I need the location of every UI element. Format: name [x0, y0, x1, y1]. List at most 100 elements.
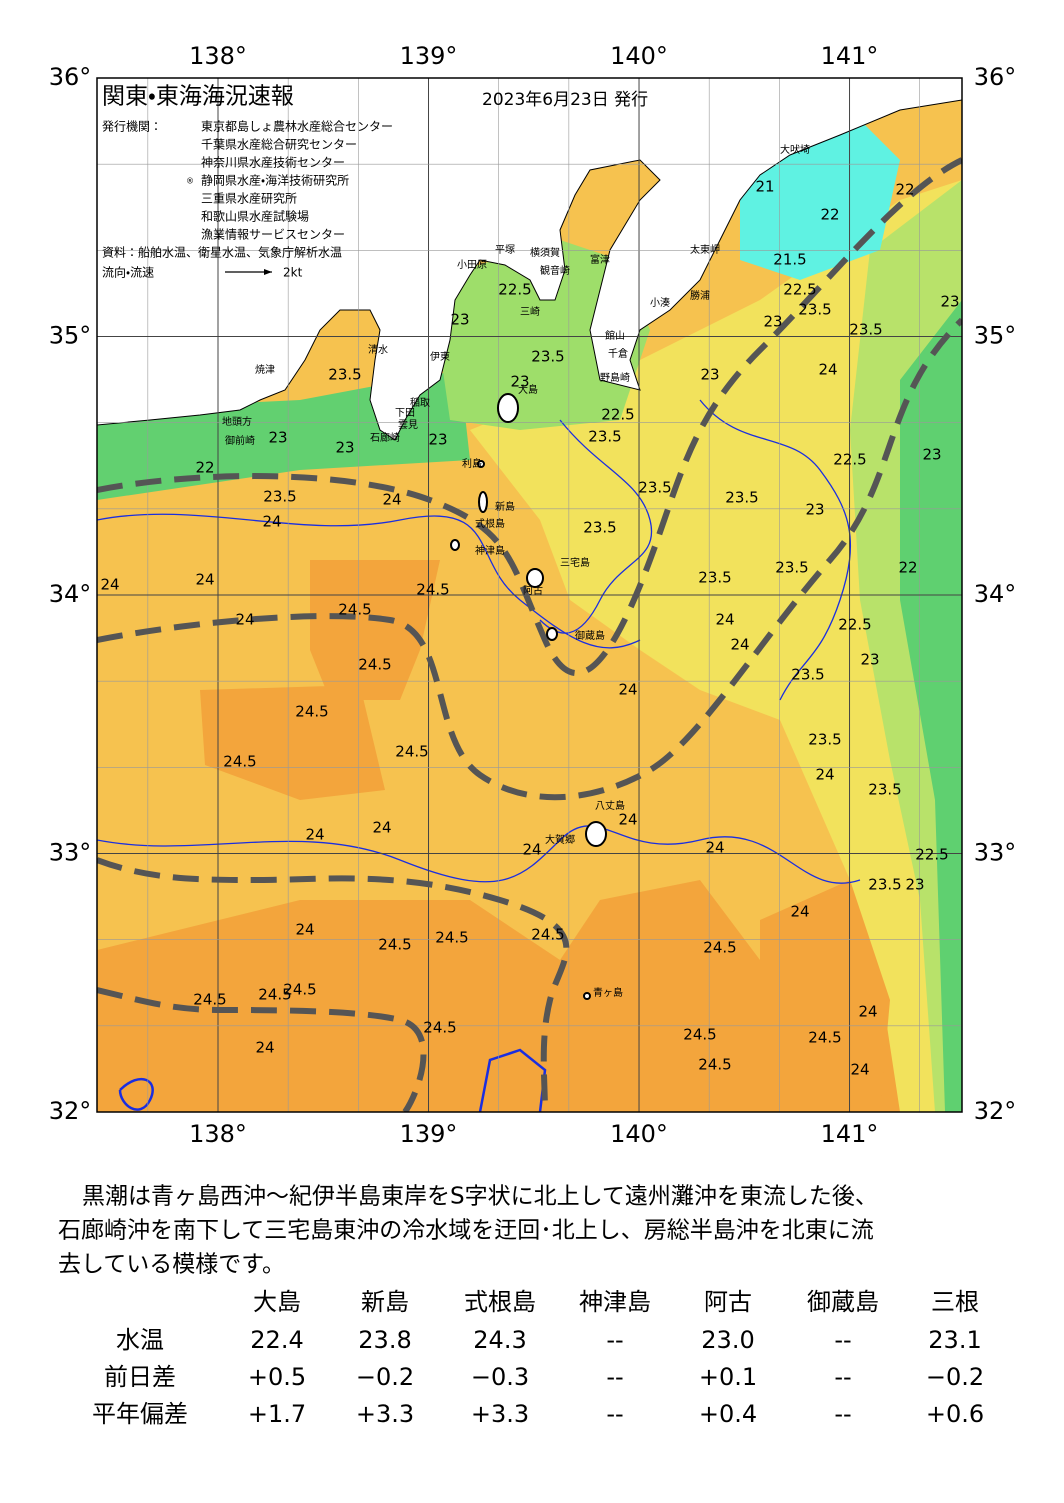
island [450, 539, 460, 551]
isotherm-label: 24 [382, 491, 401, 509]
issuer: 三重県水産研究所 [201, 192, 297, 206]
place-name: 大賀郷 [545, 833, 575, 846]
isotherm-label: 23 [510, 373, 529, 391]
isotherm-label: 23 [268, 429, 287, 447]
column-header: 神津島 [579, 1288, 651, 1316]
cell: 23.0 [701, 1326, 754, 1354]
description-line: 石廊崎沖を南下して三宅島東沖の冷水域を迂回･北上し、房総半島沖を北東に流 [58, 1218, 874, 1244]
issuer: 神奈川県水産技術センター [201, 155, 345, 170]
isotherm-label: 24.5 [283, 981, 316, 999]
isotherm-label: 22.5 [783, 281, 816, 299]
place-name: 小田原 [457, 259, 487, 271]
description: 黒潮は青ヶ島西沖～紀伊半島東岸をS字状に北上して遠州灘沖を東流した後、石廊崎沖を… [58, 1184, 878, 1278]
graticule [97, 78, 962, 1112]
place-name: 焼津 [255, 364, 275, 376]
isotherm-label: 24 [715, 611, 734, 629]
longitude-label: 140° [610, 42, 668, 70]
isotherm-label: 24 [255, 1039, 274, 1057]
isotherm-label: 23.5 [638, 479, 671, 497]
cell: -- [834, 1400, 851, 1428]
latitude-label: 33° [49, 839, 92, 867]
issue-date: 2023年6月23日 発行 [482, 90, 648, 110]
cell: +3.3 [471, 1400, 529, 1428]
column-header: 大島 [253, 1288, 301, 1316]
isotherm-label: 23.5 [583, 519, 616, 537]
description-line: 去している模様です。 [58, 1252, 285, 1278]
isotherm-label: 24 [372, 819, 391, 837]
island [526, 568, 544, 588]
isotherm-label: 23.5 [531, 348, 564, 366]
cell: +3.3 [356, 1400, 414, 1428]
isotherm-label: 23.5 [798, 301, 831, 319]
isotherm-label: 23 [860, 651, 879, 669]
kuroshio-path [97, 157, 962, 677]
isotherm-label: 23.5 [775, 559, 808, 577]
latitude-label: 32° [974, 1097, 1017, 1125]
isotherm-label: 21.5 [773, 251, 806, 269]
latitude-label: 35° [974, 322, 1017, 350]
isotherm-label: 23.5 [725, 489, 758, 507]
place-name: 横須賀 [530, 246, 560, 259]
isotherm-label: 23.5 [588, 428, 621, 446]
isotherm-label: 23.5 [849, 321, 882, 339]
latitude-label: 34° [974, 580, 1017, 608]
cell: -- [834, 1326, 851, 1354]
isotherm-label: 24.5 [435, 929, 468, 947]
place-name: 神津島 [475, 544, 505, 557]
isotherm-label: 23.5 [698, 569, 731, 587]
cell: -- [606, 1326, 623, 1354]
place-name: 新島 [495, 500, 515, 513]
issuer: 漁業情報サービスセンター [201, 228, 345, 242]
warm-area [97, 560, 905, 1112]
land [97, 78, 962, 441]
isotherm-label: 23.5 [263, 488, 296, 506]
isotherm [97, 825, 861, 884]
flow-label: 流向・流速 [102, 265, 154, 280]
isotherm-label: 24 [100, 576, 119, 594]
isotherm-label: 23 [805, 501, 824, 519]
isotherm-label: 22.5 [833, 451, 866, 469]
place-name: 太東岬 [690, 243, 720, 256]
place-name: 三崎 [520, 305, 540, 318]
isotherm-label: 22 [895, 181, 914, 199]
place-name: 石廊崎 [370, 431, 400, 444]
place-name: 小湊 [650, 296, 670, 309]
warm-area [760, 880, 890, 1112]
isotherm-label: 22 [195, 459, 214, 477]
longitude-label: 140° [610, 1120, 668, 1148]
isotherm-label: 23.5 [791, 666, 824, 684]
isotherm-label: 24.5 [683, 1026, 716, 1044]
place-name: 清水 [368, 343, 388, 356]
place-name: 地頭方 [222, 415, 252, 428]
isotherm-label: 24 [858, 1003, 877, 1021]
cell: -- [606, 1363, 623, 1391]
isotherm-label: 24.5 [338, 601, 371, 619]
cell: +0.4 [699, 1400, 757, 1428]
isotherm-label: 24 [195, 571, 214, 589]
isotherm-label: 24 [305, 826, 324, 844]
place-name: 八丈島 [595, 799, 625, 812]
cell: 24.3 [473, 1326, 526, 1354]
isotherm-label: 24.5 [295, 703, 328, 721]
latitude-label: 35° [49, 322, 92, 350]
isotherm-label: 24.5 [193, 991, 226, 1009]
column-header: 御蔵島 [807, 1288, 879, 1316]
row-header: 前日差 [104, 1363, 176, 1391]
isotherm-label: 23.5 [868, 781, 901, 799]
islands [450, 393, 607, 1000]
isotherm-label: 24 [815, 766, 834, 784]
isotherm [97, 513, 641, 649]
isotherm-label: 24.5 [703, 939, 736, 957]
isotherm-label: 24 [790, 903, 809, 921]
place-name: 野島崎 [600, 371, 630, 384]
description-line: 黒潮は青ヶ島西沖～紀伊半島東岸をS字状に北上して遠州灘沖を東流した後、 [82, 1184, 878, 1210]
isotherm-label: 22.5 [838, 616, 871, 634]
issuer: 東京都島しょ農林水産総合センター [201, 119, 393, 134]
kuroshio-path [97, 857, 570, 1112]
bay-area [430, 240, 650, 430]
cell: +0.6 [926, 1400, 984, 1428]
place-name: 伊東 [430, 350, 450, 363]
